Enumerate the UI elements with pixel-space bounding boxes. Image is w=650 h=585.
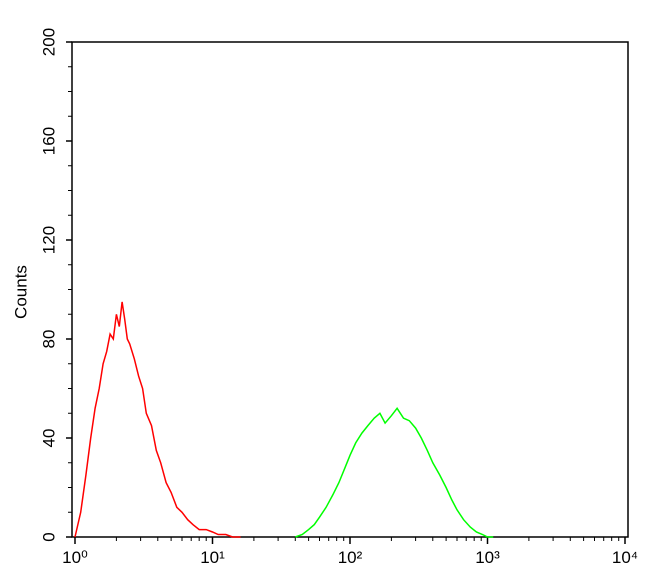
histogram-line [74, 301, 241, 538]
y-axis-label: Counts [11, 265, 30, 319]
y-tick-label: 120 [39, 226, 58, 254]
y-tick-label: 160 [39, 127, 58, 155]
y-tick-label: 200 [39, 28, 58, 56]
x-tick-label: 10³ [475, 548, 500, 567]
y-tick-label: 0 [39, 532, 58, 541]
x-tick-label: 10⁴ [612, 548, 638, 567]
x-tick-label: 10⁰ [62, 548, 88, 567]
y-tick-label: 80 [39, 330, 58, 349]
plot-frame [71, 41, 629, 538]
x-tick-label: 10² [338, 548, 363, 567]
y-tick-label: 40 [39, 429, 58, 448]
histogram-line [295, 407, 494, 538]
x-tick-label: 10¹ [200, 548, 225, 567]
